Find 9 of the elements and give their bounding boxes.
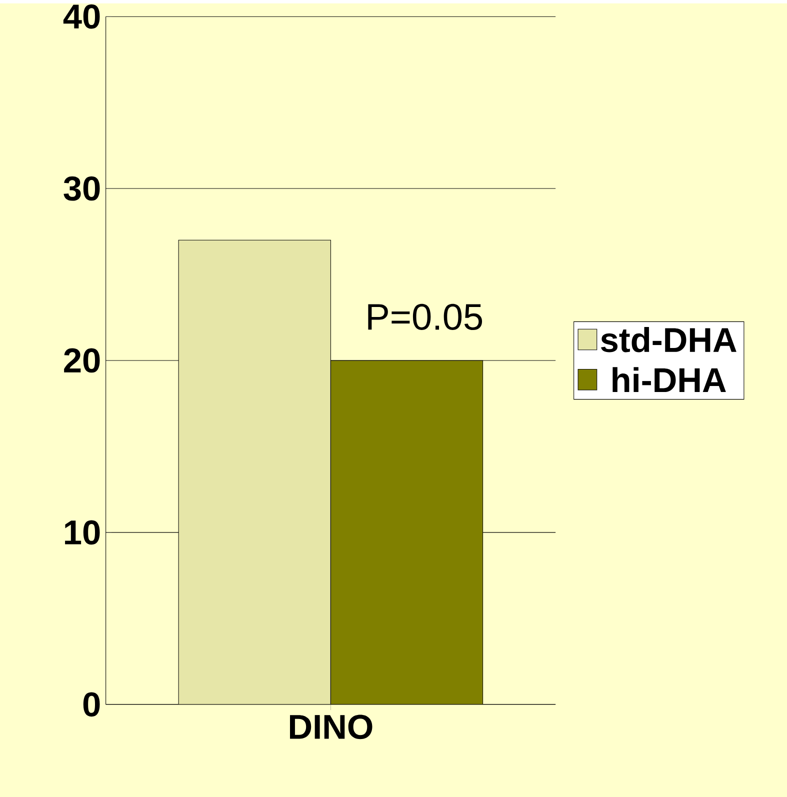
- legend-label: std-DHA: [600, 326, 736, 352]
- annotation: P=0.05: [368, 304, 482, 330]
- y-tick-label: 0: [83, 692, 100, 717]
- x-tick-label: DINO: [290, 714, 372, 740]
- y-tick-label: 10: [65, 520, 100, 545]
- y-tick-label: 30: [64, 176, 100, 201]
- legend-label: hi-DHA: [612, 367, 726, 392]
- y-tick-label: 20: [64, 348, 100, 373]
- y-tick-label: 40: [63, 4, 100, 29]
